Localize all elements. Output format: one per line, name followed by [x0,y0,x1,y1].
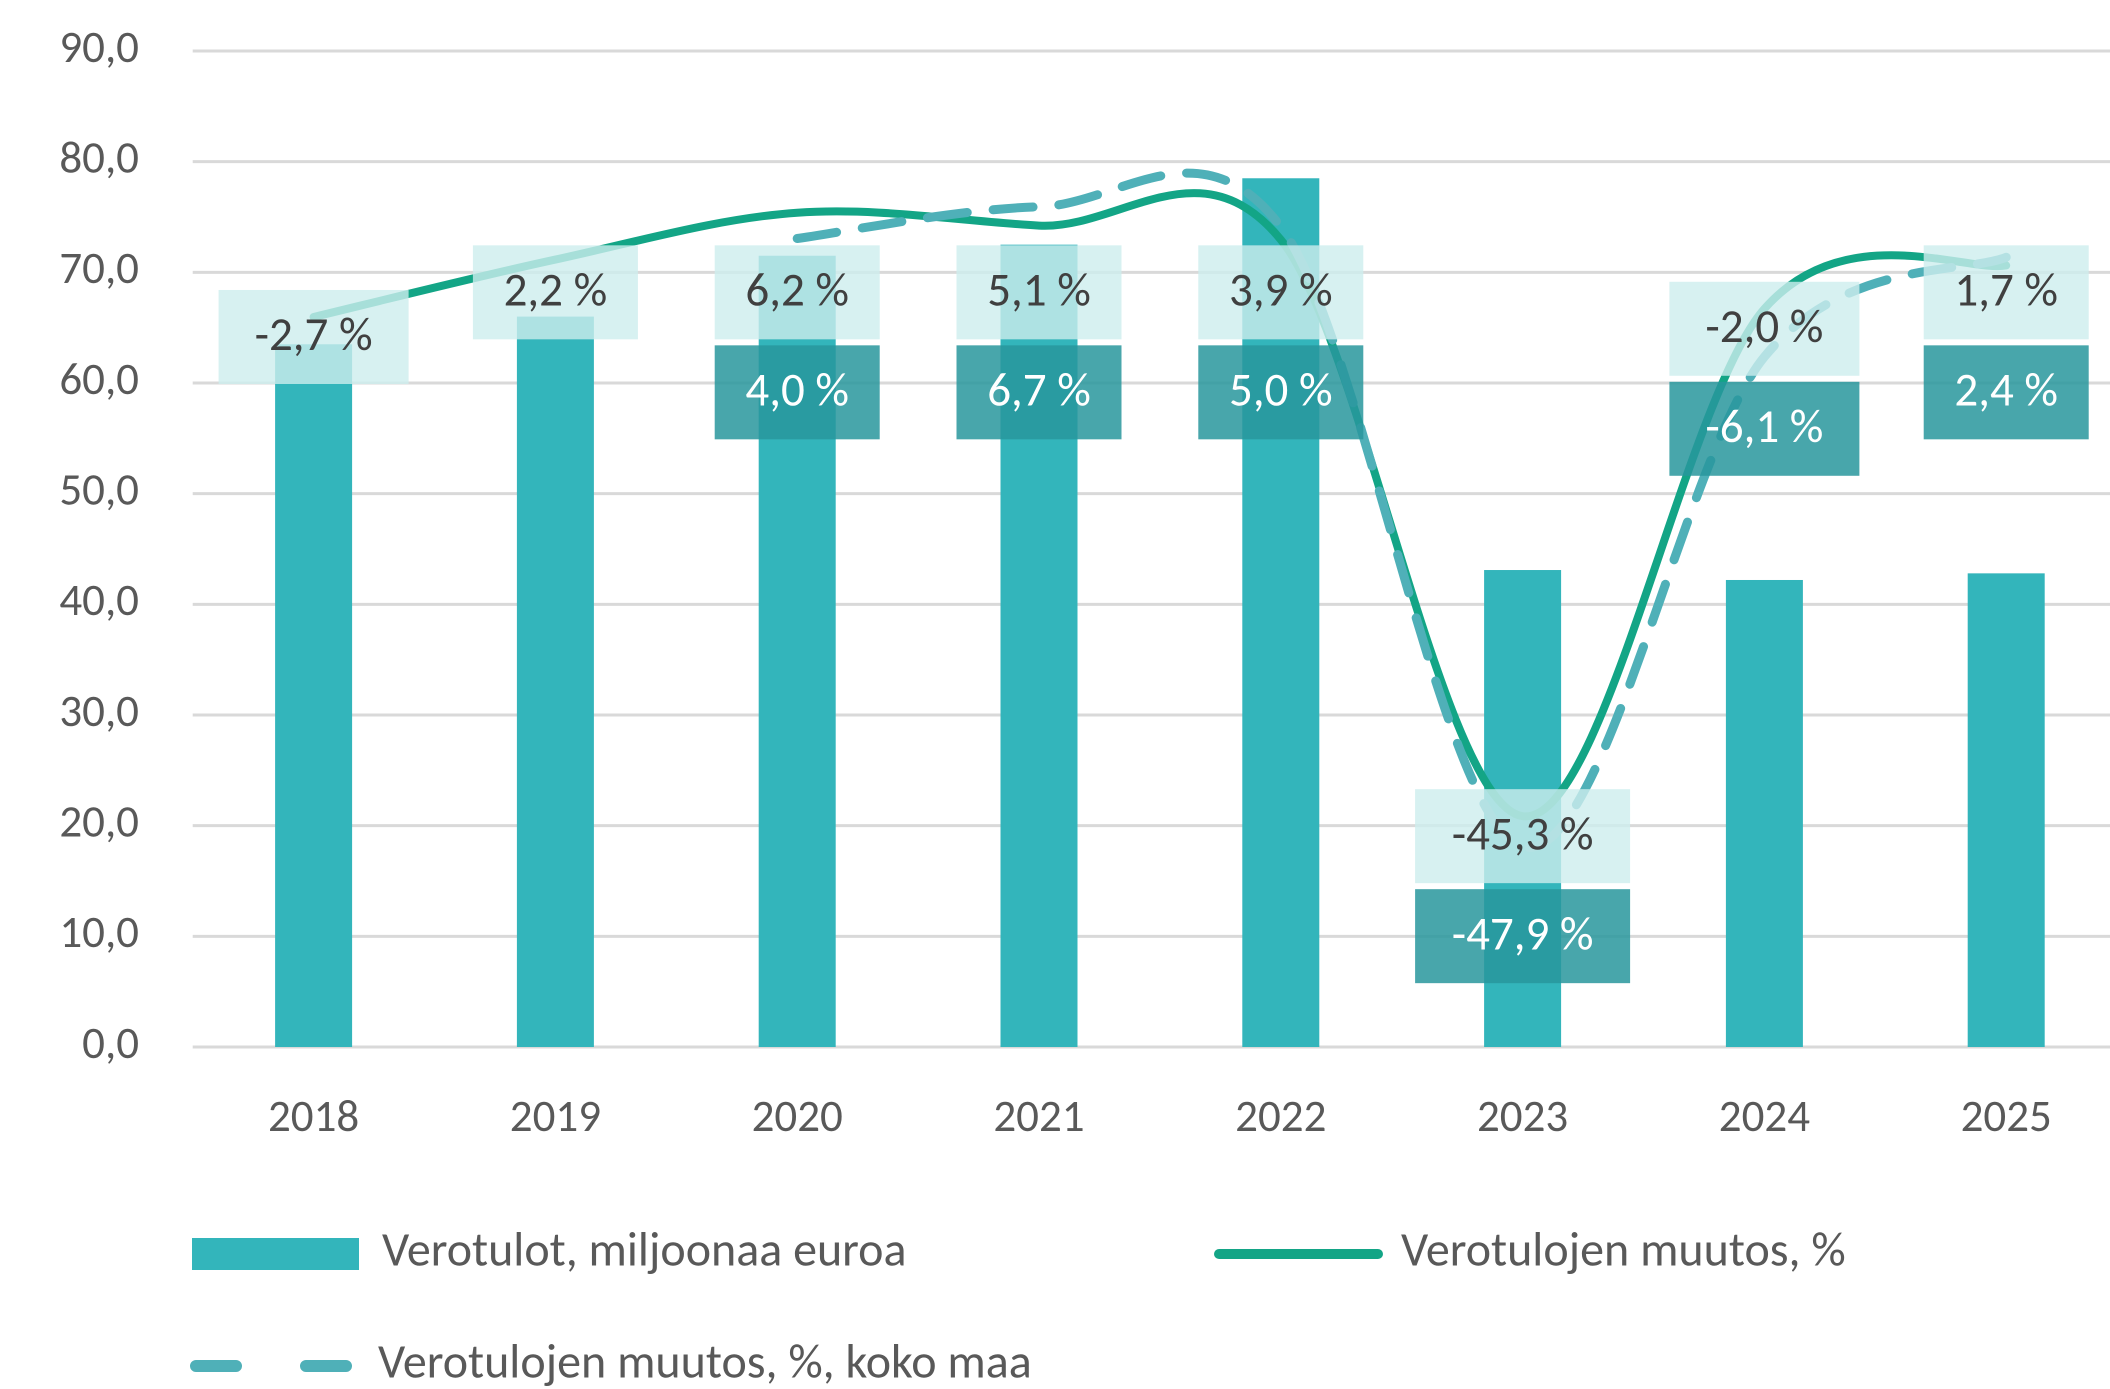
data-label: -2,7 % [255,305,373,363]
data-label: 4,0 % [745,361,849,419]
y-tick-label: 20,0 [59,794,139,849]
data-label-box [1198,245,1364,340]
data-label: 2,2 % [504,261,608,319]
line [309,189,2011,821]
data-label: -2,0 % [1705,297,1823,355]
data-label-box [1415,889,1631,984]
x-tick-label: 2019 [510,1089,601,1144]
legend-label: Verotulot, miljoonaa euroa [382,1219,906,1278]
y-tick-label: 0,0 [82,1016,139,1071]
y-tick-label: 60,0 [59,352,139,407]
y-tick-label: 90,0 [59,20,139,75]
legend-label: Verotulojen muutos, % [1401,1219,1846,1278]
data-label: 3,9 % [1229,261,1333,319]
x-tick-label: 2020 [752,1089,843,1144]
data-label: 6,2 % [745,261,849,319]
data-label-box [956,245,1122,340]
y-tick-label: 70,0 [59,241,139,296]
legend-swatch [192,1238,359,1270]
data-label: -45,3 % [1452,804,1594,862]
legend-label: Verotulojen muutos, %, koko maa [378,1331,1032,1389]
data-label-box [1415,789,1631,884]
data-label: 6,7 % [987,361,1091,419]
bar [1967,573,2045,1047]
data-label: 2,4 % [1954,361,2058,419]
data-label-box [714,345,880,440]
y-tick-label: 30,0 [59,684,139,739]
x-tick-label: 2025 [1961,1089,2052,1144]
data-label-box [472,245,638,340]
data-label: 1,7 % [1954,261,2058,319]
y-tick-label: 80,0 [59,130,139,185]
y-tick-label: 10,0 [59,905,139,960]
data-label: 5,1 % [987,261,1091,319]
bar [516,316,594,1048]
data-label: 5,0 % [1229,361,1333,419]
y-tick-label: 40,0 [59,573,139,628]
data-label: -6,1 % [1705,397,1823,455]
y-tick-label: 50,0 [59,462,139,517]
x-tick-label: 2022 [1235,1089,1326,1144]
data-label-box [1923,245,2089,340]
data-label: -47,9 % [1452,904,1594,962]
data-label-box [956,345,1122,440]
data-label-box [1923,345,2089,440]
x-tick-label: 2023 [1477,1089,1568,1144]
data-label-box [714,245,880,340]
x-tick-label: 2018 [268,1089,359,1144]
data-label-box [1669,381,1860,476]
x-tick-label: 2024 [1719,1089,1810,1144]
bar [275,344,353,1047]
x-tick-label: 2021 [993,1089,1084,1144]
data-label-box [218,289,409,384]
bar [1725,579,1803,1047]
data-label-box [1669,281,1860,376]
data-label-box [1198,345,1364,440]
